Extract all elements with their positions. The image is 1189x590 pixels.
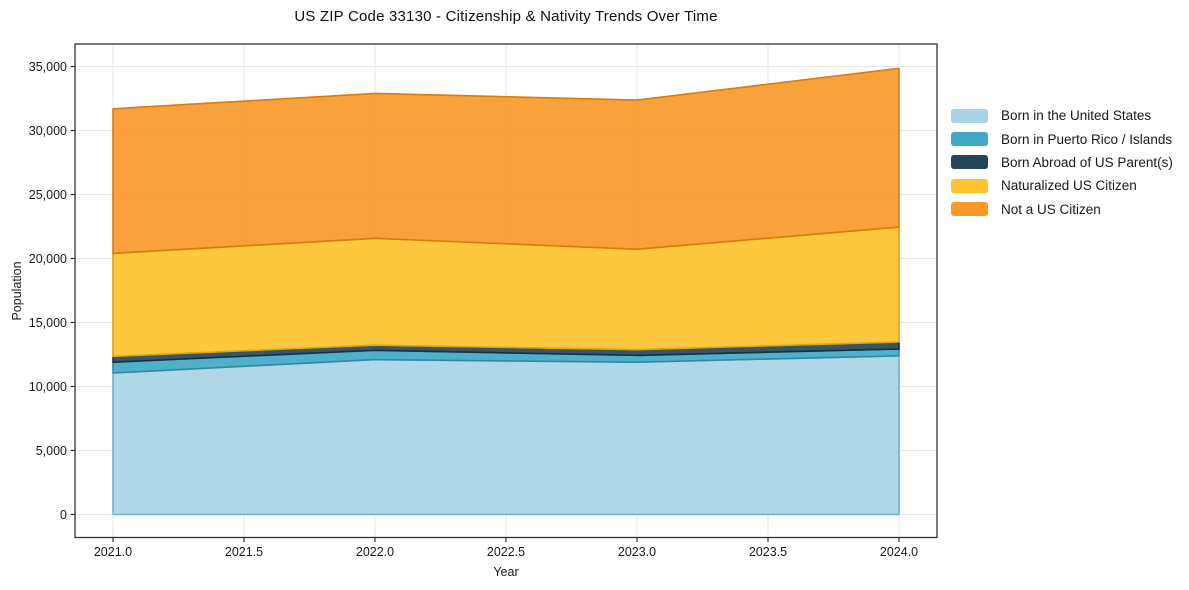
x-axis-label: Year [493,565,519,579]
y-tick-label: 35,000 [29,60,67,74]
legend-label: Born in Puerto Rico / Islands [1001,131,1173,147]
legend-swatch-icon [951,178,988,193]
x-tick-label: 2021.0 [94,545,132,559]
legend-item-1: Born in Puerto Rico / Islands [951,127,1173,150]
legend-item-0: Born in the United States [951,104,1173,127]
area-series-4 [112,67,900,255]
x-tick-label: 2021.5 [225,545,263,559]
y-tick-label: 10,000 [29,380,67,394]
x-tick-label: 2022.5 [487,545,525,559]
y-tick-label: 5,000 [36,444,67,458]
y-tick-label: 20,000 [29,252,67,266]
chart-title: US ZIP Code 33130 - Citizenship & Nativi… [294,8,718,25]
y-tick-label: 25,000 [29,188,67,202]
legend-item-3: Naturalized US Citizen [951,174,1173,197]
legend-label: Born Abroad of US Parent(s) [1001,154,1173,170]
legend-swatch-icon [951,202,988,217]
x-tick-label: 2023.0 [618,545,656,559]
x-tick-label: 2023.5 [749,545,787,559]
x-tick-label: 2022.0 [356,545,394,559]
y-tick-label: 0 [60,508,67,522]
y-axis-label: Population [10,261,24,321]
legend-swatch-icon [951,155,988,170]
y-tick-label: 30,000 [29,124,67,138]
area-series-0 [112,355,900,516]
legend: Born in the United States Born in Puerto … [951,104,1173,221]
legend-label: Naturalized US Citizen [1001,178,1137,194]
legend-label: Born in the United States [1001,108,1152,124]
y-tick-label: 15,000 [29,316,67,330]
x-tick-label: 2024.0 [880,545,918,559]
legend-label: Not a US Citizen [1001,201,1101,217]
legend-swatch-icon [951,108,988,123]
legend-item-4: Not a US Citizen [951,198,1173,221]
legend-swatch-icon [951,132,988,147]
legend-item-2: Born Abroad of US Parent(s) [951,151,1173,174]
